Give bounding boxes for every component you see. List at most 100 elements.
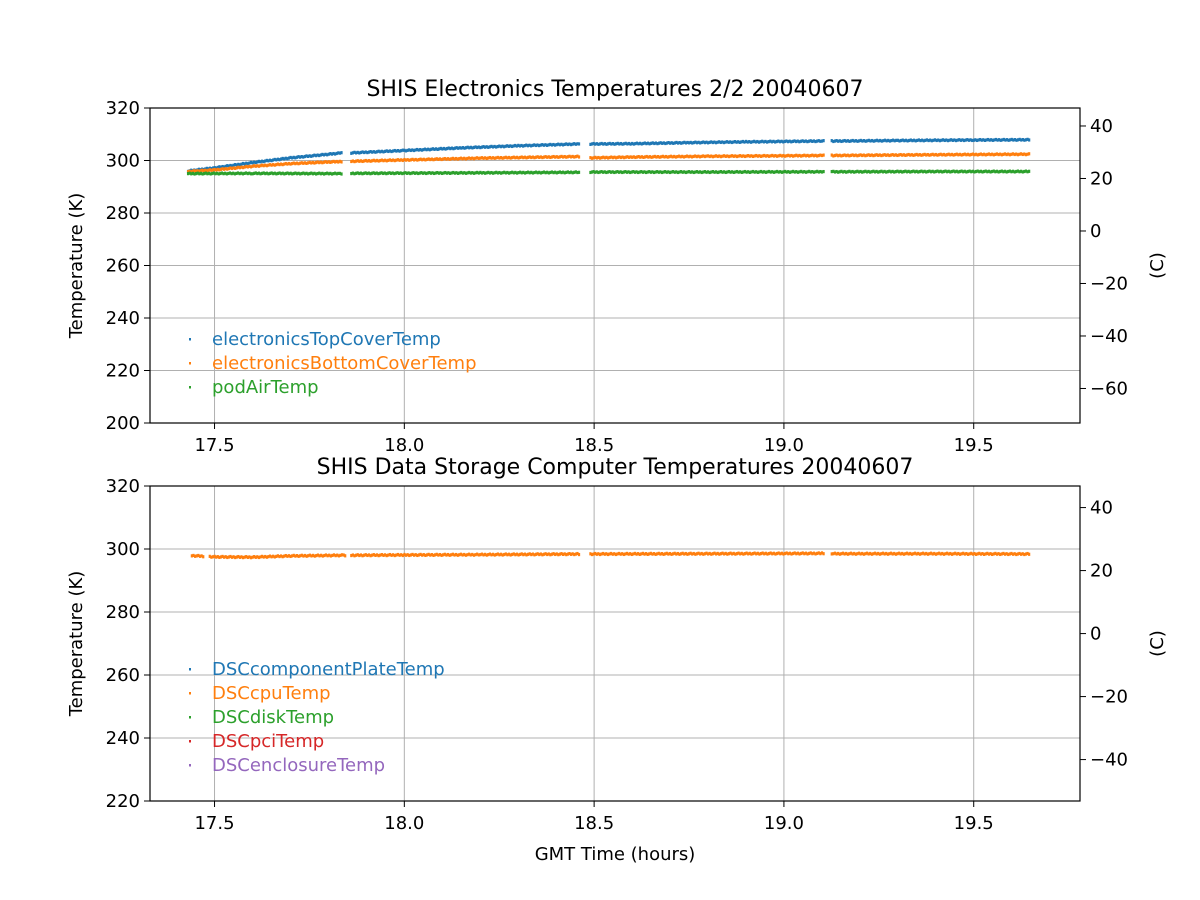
data-point — [719, 170, 723, 174]
data-point — [377, 159, 380, 163]
data-point — [762, 140, 765, 144]
data-point — [375, 553, 379, 557]
data-point — [1010, 152, 1013, 156]
data-point — [618, 142, 621, 146]
data-point — [493, 156, 496, 160]
data-point — [680, 141, 683, 145]
data-point — [194, 169, 197, 173]
data-point — [453, 171, 456, 175]
data-point — [745, 170, 748, 174]
data-point — [501, 553, 504, 557]
data-point — [464, 157, 467, 161]
data-point — [782, 153, 785, 158]
data-point — [985, 138, 988, 142]
data-point — [983, 552, 986, 556]
data-point — [744, 139, 748, 144]
data-point — [721, 551, 724, 555]
data-point — [609, 551, 613, 556]
data-point — [934, 552, 937, 556]
data-point — [451, 156, 454, 160]
data-point — [673, 170, 676, 174]
data-point — [648, 155, 652, 159]
data-point — [237, 162, 240, 166]
data-point — [328, 553, 331, 557]
data-point — [440, 553, 443, 557]
data-point — [962, 152, 965, 157]
x-tick-label: 17.5 — [194, 813, 234, 834]
data-point — [654, 141, 658, 145]
data-point — [737, 551, 740, 555]
data-point — [705, 170, 708, 174]
data-point — [1005, 170, 1008, 174]
data-point — [675, 140, 678, 145]
data-point — [637, 155, 640, 159]
data-point — [445, 553, 448, 557]
data-point — [223, 165, 226, 169]
data-point — [1021, 170, 1024, 174]
data-point — [812, 551, 816, 555]
data-point — [1007, 152, 1010, 156]
data-point — [974, 552, 978, 556]
data-point — [806, 552, 809, 556]
data-point — [767, 169, 771, 174]
data-point — [221, 164, 224, 169]
data-point — [337, 151, 340, 155]
data-point — [923, 152, 926, 156]
y-axis-title: Temperature (K) — [66, 193, 87, 340]
data-point — [409, 553, 412, 557]
data-point — [891, 169, 894, 174]
data-point — [621, 552, 624, 556]
data-point — [692, 154, 695, 159]
data-point — [635, 552, 638, 556]
data-point — [227, 164, 230, 168]
data-point — [560, 171, 563, 175]
data-point — [295, 554, 299, 558]
data-point — [361, 159, 364, 164]
data-point — [512, 155, 515, 159]
data-point — [943, 138, 946, 143]
data-point — [552, 171, 555, 175]
data-point — [445, 157, 448, 161]
data-point — [986, 137, 990, 142]
data-point — [565, 553, 568, 557]
data-point — [369, 554, 372, 558]
data-point — [602, 551, 605, 556]
data-point — [758, 154, 761, 158]
data-point — [1023, 152, 1026, 156]
data-point — [447, 146, 450, 150]
data-point — [913, 170, 917, 174]
data-point — [638, 141, 642, 145]
data-point — [195, 171, 198, 176]
data-point — [262, 164, 265, 168]
data-point — [391, 171, 394, 175]
data-point — [229, 163, 232, 168]
data-point — [759, 169, 763, 174]
data-point — [774, 140, 777, 144]
data-point — [211, 166, 215, 170]
data-point — [335, 151, 338, 156]
data-point — [845, 154, 848, 158]
data-point — [611, 142, 615, 146]
data-point — [598, 170, 602, 174]
data-point — [641, 551, 645, 555]
data-point — [501, 144, 504, 148]
data-point — [732, 551, 735, 556]
data-point — [194, 554, 197, 558]
data-point — [991, 152, 994, 156]
data-point — [1023, 552, 1026, 557]
data-point — [230, 172, 233, 176]
data-point — [840, 139, 843, 144]
data-point — [302, 155, 305, 159]
data-point — [661, 141, 664, 145]
data-point — [366, 150, 369, 155]
data-point — [910, 153, 913, 157]
data-point — [429, 171, 433, 175]
data-point — [657, 141, 661, 145]
data-point — [700, 140, 703, 145]
data-point — [687, 170, 691, 174]
legend-marker — [189, 362, 191, 365]
data-point — [687, 155, 690, 159]
data-point — [224, 167, 227, 171]
data-point — [594, 142, 597, 146]
data-point — [443, 156, 446, 161]
